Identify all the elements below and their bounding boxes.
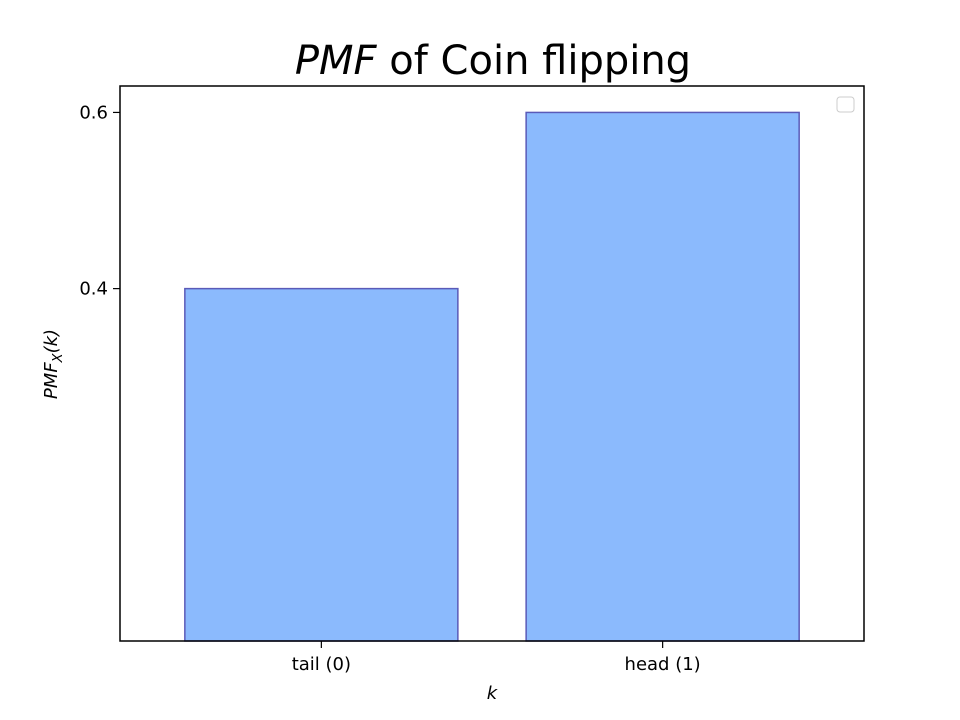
x-tick-label-1: head (1) xyxy=(625,654,701,675)
chart-title-rest: of Coin flipping xyxy=(377,38,692,84)
y-axis-label: PMFX(k) xyxy=(41,329,66,399)
bars-group xyxy=(184,111,800,642)
y-ticks-group: 0.4 0.6 xyxy=(79,102,120,300)
chart-title: PMF of Coin flipping xyxy=(295,38,691,84)
y-axis-label-main: PMF xyxy=(41,362,62,399)
x-tick-label-0: tail (0) xyxy=(292,654,351,675)
x-axis-label: k xyxy=(487,683,499,704)
bar-1 xyxy=(525,111,800,642)
bar-0 xyxy=(184,287,459,642)
y-tick-label-0: 0.4 xyxy=(79,279,108,300)
legend-box xyxy=(836,96,855,113)
chart-title-italic: PMF xyxy=(295,38,378,84)
axes-frame xyxy=(119,85,865,642)
x-ticks-group: tail (0) head (1) xyxy=(292,641,701,675)
y-tick-label-1: 0.6 xyxy=(79,102,108,123)
y-axis-label-suffix: (k) xyxy=(41,329,62,353)
y-axis-label-subscript: X xyxy=(51,352,66,363)
